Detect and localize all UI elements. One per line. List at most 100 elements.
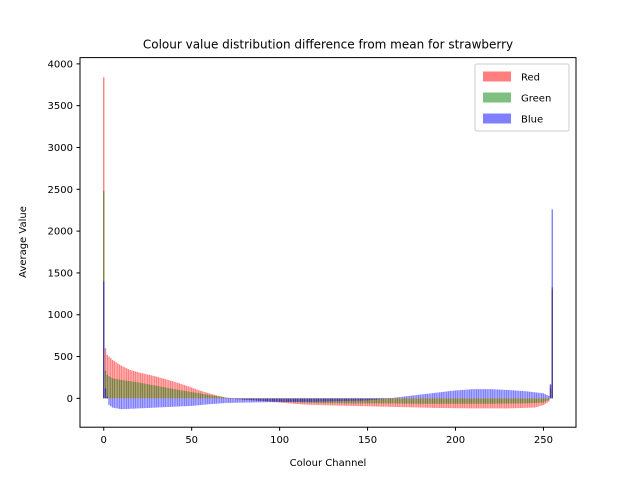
bar-blue-8	[117, 398, 119, 409]
bar-blue-109	[294, 398, 297, 402]
bar-green-12	[124, 380, 126, 399]
bar-green-19	[136, 382, 138, 399]
bar-blue-139	[347, 398, 349, 401]
bar-blue-124	[321, 398, 323, 402]
bar-blue-111	[298, 398, 300, 402]
bar-blue-14	[127, 398, 130, 409]
bar-green-231	[509, 398, 511, 404]
bar-green-207	[467, 398, 469, 404]
bar-blue-143	[354, 398, 356, 401]
bar-green-20	[138, 382, 140, 399]
bar-blue-99	[277, 398, 279, 403]
bar-green-226	[500, 398, 502, 404]
bar-blue-46	[183, 398, 186, 407]
bar-blue-146	[359, 398, 362, 401]
bar-green-155	[375, 398, 378, 404]
bar-blue-199	[453, 390, 455, 399]
bar-green-59	[206, 394, 209, 399]
bar-blue-159	[382, 398, 385, 399]
bar-blue-15	[129, 398, 131, 409]
bar-blue-206	[465, 389, 467, 399]
y-tick-label: 3500	[48, 101, 73, 112]
bar-blue-166	[395, 397, 397, 399]
bar-green-223	[495, 398, 497, 404]
bar-green-57	[203, 394, 205, 399]
y-tick-label: 2000	[48, 227, 73, 238]
bar-blue-224	[497, 389, 499, 399]
bar-blue-13	[125, 398, 128, 409]
bar-blue-169	[400, 396, 402, 399]
bar-blue-153	[372, 398, 374, 400]
legend-swatch-green	[483, 92, 511, 103]
bar-blue-52	[194, 398, 196, 406]
bar-green-60	[208, 395, 210, 399]
bar-green-211	[474, 398, 476, 404]
bar-blue-223	[495, 389, 497, 399]
bar-green-204	[461, 398, 464, 404]
bar-green-249	[541, 398, 543, 403]
bar-blue-58	[205, 398, 207, 405]
chart-title: Colour value distribution difference fro…	[143, 38, 513, 52]
bar-green-225	[498, 398, 501, 404]
bar-blue-231	[509, 390, 511, 399]
bar-blue-112	[300, 398, 302, 402]
bar-blue-255	[551, 209, 553, 399]
bar-blue-203	[460, 390, 462, 399]
bar-blue-204	[461, 389, 464, 399]
bar-blue-100	[278, 398, 281, 403]
bar-blue-43	[178, 398, 181, 407]
bar-green-239	[523, 398, 525, 404]
bar-green-178	[416, 398, 418, 404]
bar-blue-136	[342, 398, 344, 402]
bar-blue-91	[263, 398, 265, 403]
bar-blue-79	[241, 398, 244, 403]
bar-green-212	[475, 398, 478, 404]
bar-blue-30	[155, 398, 158, 408]
bar-blue-192	[440, 392, 443, 399]
bar-green-47	[185, 391, 188, 399]
bar-green-149	[365, 398, 367, 404]
bar-green-167	[396, 398, 399, 404]
legend-label-green: Green	[521, 94, 551, 105]
bar-green-29	[154, 385, 156, 399]
bar-blue-85	[252, 398, 254, 403]
bar-blue-0	[103, 281, 105, 399]
bar-blue-50	[190, 398, 193, 406]
bar-blue-189	[435, 392, 437, 399]
x-axis: 0 50 100 150 200 250	[101, 427, 553, 446]
bar-green-55	[199, 393, 202, 399]
bar-green-159	[382, 398, 385, 404]
bars-layer	[103, 77, 553, 410]
bar-green-210	[472, 398, 474, 404]
bar-blue-125	[322, 398, 325, 402]
bar-green-233	[512, 398, 515, 404]
bar-blue-152	[370, 398, 372, 401]
bar-green-161	[386, 398, 388, 404]
bar-green-164	[391, 398, 393, 404]
bar-blue-133	[336, 398, 339, 402]
bar-green-209	[470, 398, 473, 404]
bar-blue-92	[264, 398, 267, 403]
bar-blue-240	[525, 391, 527, 399]
bar-blue-47	[185, 398, 188, 407]
bar-green-205	[463, 398, 466, 404]
bar-blue-56	[201, 398, 203, 405]
bar-blue-20	[138, 398, 140, 409]
bar-green-54	[198, 393, 200, 399]
bar-blue-65	[217, 398, 219, 404]
bar-green-253	[548, 398, 550, 401]
bar-green-168	[398, 398, 400, 404]
bar-green-176	[412, 398, 415, 404]
bar-green-49	[189, 391, 191, 399]
bar-green-158	[380, 398, 383, 404]
bar-blue-130	[331, 398, 334, 402]
bar-green-11	[122, 380, 124, 399]
bar-green-170	[402, 398, 404, 404]
x-tick-label: 0	[101, 435, 107, 446]
bar-green-186	[430, 398, 432, 404]
bar-green-14	[127, 380, 130, 399]
bar-green-40	[173, 389, 175, 399]
bar-blue-45	[182, 398, 184, 407]
bar-blue-208	[468, 389, 471, 399]
